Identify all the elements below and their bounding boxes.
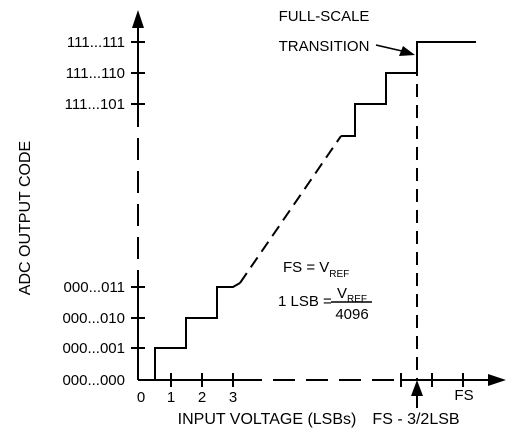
- annotation-arrowhead: [399, 46, 415, 56]
- x-tick-label: FS: [454, 387, 473, 404]
- fs-marker-label: FS - 3/2LSB: [372, 411, 459, 428]
- x-axis-title: INPUT VOLTAGE (LSBs): [178, 411, 357, 428]
- annotation-line2: TRANSITION: [279, 38, 370, 55]
- fs-marker-arrowhead: [411, 380, 423, 396]
- y-tick-label: 111...110: [66, 65, 125, 82]
- x-tick-label: 1: [167, 389, 175, 406]
- annotation-line1: FULL-SCALE: [279, 8, 370, 25]
- y-tick-label: 111...101: [65, 96, 125, 113]
- x-axis-arrowhead: [488, 374, 506, 386]
- annotation-leader-line: [375, 44, 403, 52]
- y-tick-label: 000...001: [62, 340, 125, 357]
- y-axis-title: ADC OUTPUT CODE: [17, 141, 34, 295]
- y-axis-arrowhead: [132, 10, 144, 28]
- x-tick-label: 0: [137, 389, 145, 406]
- equation-fs-subscript: REF: [329, 269, 349, 280]
- y-tick-label: 000...010: [62, 310, 125, 327]
- transfer-staircase-upper: [341, 41, 476, 137]
- equation-lsb-numerator-subscript: REF: [347, 294, 367, 305]
- y-tick-label: 000...011: [64, 279, 125, 296]
- y-ticks: [131, 41, 145, 349]
- equation-lsb-numerator: VREF: [337, 285, 367, 305]
- equation-lsb-denominator: 4096: [335, 306, 368, 323]
- y-tick-label: 111...111: [67, 34, 125, 51]
- equation-fs-lhs: FS = V: [283, 259, 329, 276]
- transfer-dashed-middle: [239, 135, 342, 284]
- transfer-staircase-lower: [154, 282, 241, 380]
- x-ticks: [170, 373, 464, 387]
- equation-lsb-numerator-main: V: [337, 285, 347, 302]
- y-tick-label: 000...000: [62, 372, 125, 389]
- equation-lsb-lhs: 1 LSB =: [278, 293, 332, 310]
- equation-fs-vref: FS = VREF: [283, 259, 349, 280]
- x-tick-label: 3: [229, 389, 237, 406]
- x-tick-label: 2: [198, 389, 206, 406]
